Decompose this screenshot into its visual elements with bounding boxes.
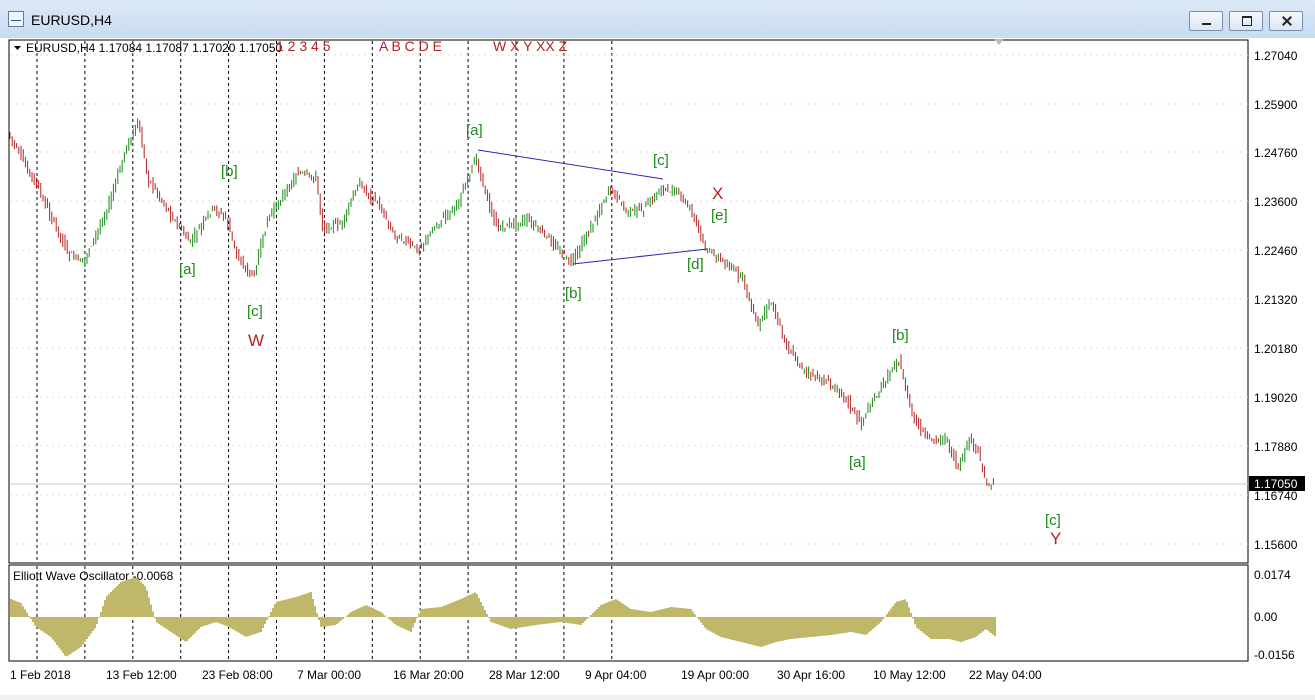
price-tick-label: 1.23600 [1254, 195, 1298, 209]
chart-area[interactable]: EURUSD,H4 1.17084 1.17087 1.17020 1.1705… [0, 38, 1315, 695]
time-tick-label: 9 Apr 04:00 [585, 668, 647, 682]
price-tick-label: 1.15600 [1254, 538, 1298, 552]
wave-label[interactable]: [c] [1045, 512, 1061, 529]
wave-label[interactable]: X [712, 184, 723, 203]
wave-tool-complex[interactable]: W X Y XX Z [493, 38, 568, 54]
wave-label[interactable]: [c] [653, 152, 669, 169]
oscillator-label: Elliott Wave Oscillator -0.0068 [13, 569, 174, 583]
restore-button[interactable] [1229, 11, 1263, 31]
wave-label[interactable]: [e] [711, 207, 728, 224]
symbol-info: EURUSD,H4 1.17084 1.17087 1.17020 1.1705… [26, 41, 283, 55]
wave-label[interactable]: Y [1050, 529, 1061, 548]
wave-label[interactable]: [d] [687, 256, 704, 273]
price-tick-label: 1.27040 [1254, 49, 1298, 63]
window-titlebar: EURUSD,H4 [0, 0, 1315, 39]
wave-tool-impulse[interactable]: 1 2 3 4 5 [276, 38, 331, 54]
close-button[interactable] [1269, 11, 1303, 31]
price-chart[interactable]: EURUSD,H4 1.17084 1.17087 1.17020 1.1705… [0, 38, 1315, 695]
price-tick-label: 1.19020 [1254, 391, 1298, 405]
window-title: EURUSD,H4 [31, 12, 112, 28]
price-tick-label: 1.21320 [1254, 293, 1298, 307]
wave-label[interactable]: [c] [247, 303, 263, 320]
wave-label[interactable]: [b] [565, 285, 582, 302]
time-tick-label: 10 May 12:00 [873, 668, 946, 682]
price-tick-label: 1.20180 [1254, 342, 1298, 356]
price-tick-label: 1.16740 [1254, 489, 1298, 503]
time-tick-label: 1 Feb 2018 [10, 668, 71, 682]
wave-tool-correction[interactable]: A B C D E [379, 38, 442, 54]
time-tick-label: 13 Feb 12:00 [106, 668, 177, 682]
current-price-label: 1.17050 [1254, 477, 1298, 491]
wave-label[interactable]: W [248, 331, 264, 350]
osc-tick-label: 0.00 [1254, 610, 1278, 624]
price-tick-label: 1.22460 [1254, 244, 1298, 258]
chart-window-icon [8, 11, 24, 27]
time-tick-label: 16 Mar 20:00 [393, 668, 464, 682]
wave-label[interactable]: [b] [892, 327, 909, 344]
wave-label[interactable]: [a] [179, 261, 196, 278]
price-tick-label: 1.25900 [1254, 98, 1298, 112]
wave-label[interactable]: [a] [849, 454, 866, 471]
time-tick-label: 23 Feb 08:00 [202, 668, 273, 682]
osc-tick-label: -0.0156 [1254, 648, 1295, 662]
price-tick-label: 1.24760 [1254, 146, 1298, 160]
minimize-button[interactable] [1189, 11, 1223, 31]
oscillator-axis: 0.0174 0.00 -0.0156 [1254, 568, 1295, 662]
time-tick-label: 19 Apr 00:00 [681, 668, 749, 682]
main-chart-frame [9, 40, 1248, 563]
time-tick-label: 22 May 04:00 [969, 668, 1042, 682]
wave-label[interactable]: [b] [221, 163, 238, 180]
osc-tick-label: 0.0174 [1254, 568, 1291, 582]
wave-label[interactable]: [a] [466, 122, 483, 139]
price-tick-label: 1.17880 [1254, 440, 1298, 454]
time-tick-label: 30 Apr 16:00 [777, 668, 845, 682]
time-axis[interactable]: 1 Feb 2018 13 Feb 12:00 23 Feb 08:00 7 M… [10, 668, 1042, 682]
time-tick-label: 7 Mar 00:00 [297, 668, 361, 682]
time-tick-label: 28 Mar 12:00 [489, 668, 560, 682]
